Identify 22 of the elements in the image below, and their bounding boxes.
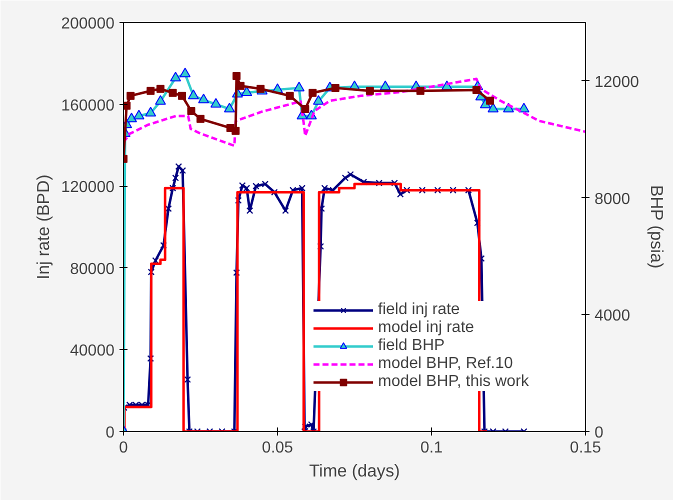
x-tick-label: 0.1 <box>420 440 443 456</box>
y-tick-label: 160000 <box>61 97 115 114</box>
y-tick-label: 200000 <box>61 16 115 32</box>
y-tick-label: 40000 <box>70 342 115 360</box>
y2-tick-label: 0 <box>594 424 604 442</box>
legend-label: model BHP, Ref.10 <box>378 355 513 373</box>
x-tick-label: 0 <box>119 440 128 456</box>
legend-label: model BHP, this work <box>378 373 529 391</box>
x-axis-title: Time (days) <box>309 460 400 480</box>
legend-label: field BHP <box>378 337 445 355</box>
legend-label: model inj rate <box>378 319 474 337</box>
y2-tick-label: 8000 <box>594 190 630 208</box>
x-tick-label: 0.15 <box>570 440 602 456</box>
legend-label: field inj rate <box>378 301 460 319</box>
y-tick-label: 80000 <box>70 260 115 278</box>
y-tick-label: 0 <box>106 424 115 442</box>
y2-tick-label: 4000 <box>594 308 630 325</box>
y-axis-title: Inj rate (BPD) <box>33 174 54 280</box>
y2-tick-label: 12000 <box>594 74 640 91</box>
y2-axis-title: BHP (psia) <box>646 185 667 269</box>
x-tick-label: 0.05 <box>262 440 294 456</box>
y-tick-label: 120000 <box>61 179 115 196</box>
